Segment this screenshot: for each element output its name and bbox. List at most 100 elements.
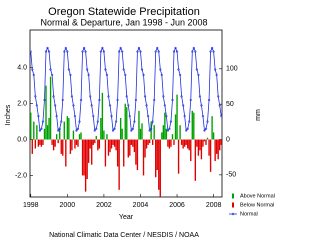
x-tick-label: 2002 [96, 202, 112, 209]
bar [168, 139, 171, 149]
bar [200, 139, 203, 160]
normal-marker [172, 50, 176, 53]
normal-marker [209, 50, 212, 53]
bar [37, 139, 40, 147]
y2-axis-label: mm [255, 109, 262, 121]
bar [162, 125, 165, 140]
normal-marker [96, 120, 99, 123]
normal-marker [82, 46, 86, 50]
normal-marker [185, 129, 188, 132]
bar [31, 139, 33, 154]
bar [173, 139, 175, 145]
bar [62, 139, 64, 156]
normal-marker [166, 129, 170, 132]
bar [182, 139, 184, 149]
bar [63, 121, 65, 140]
bar [87, 139, 90, 163]
bar [49, 76, 52, 140]
normal-marker [121, 50, 124, 53]
x-axis-label: Year [119, 214, 134, 221]
normal-marker [210, 46, 214, 50]
normal-marker [177, 68, 180, 71]
normal-marker [34, 95, 37, 98]
normal-marker [156, 46, 159, 50]
bar [155, 139, 157, 178]
normal-marker [50, 73, 54, 77]
normal-marker [128, 115, 131, 118]
bar [59, 128, 61, 140]
bar [130, 139, 133, 145]
bar [66, 116, 69, 140]
normal-marker [73, 115, 77, 118]
normal-marker [143, 95, 147, 98]
normal-marker [183, 115, 186, 118]
normal-marker [168, 127, 171, 130]
normal-marker [79, 98, 83, 102]
normal-marker [110, 115, 113, 118]
x-tick-label: 2006 [169, 202, 185, 209]
normal-marker [44, 50, 48, 53]
normal-marker [157, 50, 160, 53]
normal-marker [60, 120, 63, 123]
y-tick-label: 0.0 [17, 136, 27, 143]
normal-marker [130, 129, 133, 132]
normal-marker [116, 98, 119, 102]
bar [123, 139, 125, 167]
normal-marker [104, 68, 107, 71]
bar [119, 117, 122, 140]
normal-marker [171, 98, 174, 102]
bar [74, 139, 76, 149]
normal-marker [49, 68, 52, 71]
bar [72, 130, 75, 140]
normal-marker [194, 50, 197, 53]
bar [205, 139, 207, 145]
bar [118, 139, 120, 190]
bar [185, 139, 187, 145]
legend-label: Above Normal [240, 193, 275, 199]
bar [127, 139, 129, 158]
legend-swatch [232, 193, 234, 199]
normal-marker [204, 127, 208, 130]
bar [40, 139, 43, 147]
normal-marker [58, 127, 61, 130]
chart: Oregon Statewide Precipitation Normal & … [5, 6, 275, 239]
normal-marker [113, 127, 116, 130]
bar [165, 128, 168, 140]
legend-label: Normal [240, 211, 258, 217]
bar [71, 139, 73, 151]
bar [151, 139, 154, 145]
bar [75, 139, 78, 145]
normal-marker [162, 95, 165, 98]
normal-marker [46, 46, 49, 50]
normal-marker [203, 129, 206, 132]
bar [138, 110, 140, 140]
bar [39, 139, 41, 145]
normal-marker [189, 98, 192, 102]
bar [45, 85, 47, 140]
normal-marker [169, 120, 173, 123]
normal-marker [186, 127, 189, 130]
x-tick-label: 2004 [133, 202, 149, 209]
normal-marker [142, 73, 145, 77]
bar [81, 139, 84, 176]
bar [171, 134, 174, 140]
normal-marker [55, 115, 58, 118]
bar [78, 134, 81, 140]
y2-tick-label: -50 [226, 172, 236, 179]
y-tick-label: -2.0 [15, 172, 27, 179]
bar [191, 110, 193, 140]
bar [52, 139, 55, 151]
normal-marker [32, 73, 35, 77]
chart-subtitle: Normal & Departure, Jan 1998 - Jun 2008 [40, 17, 207, 27]
normal-marker [43, 98, 46, 102]
bar [34, 139, 37, 149]
chart-title: Oregon Statewide Precipitation [48, 6, 200, 18]
normal-marker [175, 50, 179, 53]
normal-marker [149, 127, 153, 130]
normal-marker [213, 68, 217, 71]
bar [42, 139, 44, 145]
normal-marker [63, 50, 66, 53]
bar [83, 139, 85, 176]
normal-marker [85, 68, 89, 71]
